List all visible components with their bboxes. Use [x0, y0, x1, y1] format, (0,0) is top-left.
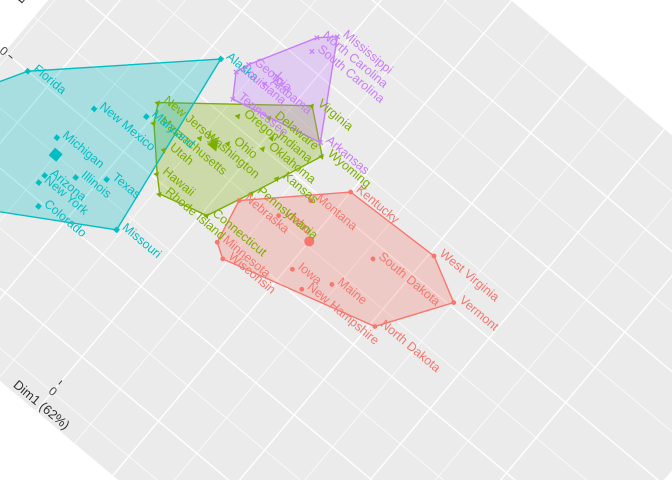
cluster-1-point	[308, 198, 314, 204]
cluster-4-point	[314, 34, 320, 41]
cluster-3-point	[72, 174, 80, 181]
y-tick-mark	[8, 54, 13, 59]
cluster-3-point	[90, 105, 98, 113]
cluster-2-point	[308, 103, 314, 110]
cluster-1-point	[220, 256, 226, 262]
cluster-2-point	[154, 100, 160, 107]
cluster-4-point	[309, 48, 315, 55]
grid-line-x	[74, 0, 474, 444]
cluster-points	[24, 34, 457, 329]
grid-line-y	[240, 0, 672, 272]
cluster-3-point	[142, 113, 150, 121]
grid-line-x	[304, 161, 672, 485]
grid-line-x	[150, 32, 550, 485]
cluster-1-point	[236, 198, 242, 203]
grid-line-y	[211, 0, 672, 307]
cluster-2-point	[196, 135, 203, 142]
grid-line-x	[265, 128, 666, 485]
cluster-3-point	[113, 226, 120, 234]
grid-line-x	[35, 0, 436, 412]
grid-line-x	[0, 0, 283, 284]
cluster-3-point	[103, 176, 111, 183]
grid-line-y	[181, 0, 672, 343]
cluster-4-centroid	[272, 71, 284, 83]
cluster-1-centroid	[304, 236, 315, 247]
cluster-4-point	[246, 61, 252, 68]
cluster-4-point	[230, 96, 236, 102]
cluster-2-point	[156, 191, 162, 198]
cluster-4-point	[334, 34, 341, 40]
cluster-1-point	[289, 266, 295, 272]
cluster-4-point	[262, 81, 268, 87]
grid-line-x	[0, 0, 321, 316]
cluster-1-point	[214, 239, 220, 245]
x-tick-mark	[58, 380, 63, 385]
grid-line-y	[0, 86, 573, 485]
cluster-2-point	[265, 115, 272, 122]
cluster-2-point	[268, 135, 274, 142]
grid-line-y	[93, 0, 672, 448]
cluster-1-point	[370, 256, 376, 262]
cluster-2-point	[259, 146, 265, 153]
grid-line-x	[0, 0, 359, 348]
cluster-2-point	[224, 141, 231, 148]
cluster-1-point	[329, 282, 335, 287]
cluster-2-point	[153, 171, 159, 178]
cluster-hulls	[0, 36, 455, 328]
grid-line-y	[0, 157, 514, 485]
cluster-3-point	[24, 67, 32, 75]
cluster-2-point	[234, 113, 241, 120]
grid-line-y	[0, 121, 544, 485]
cluster-2-point	[150, 120, 156, 127]
cluster-3-hull	[0, 58, 223, 231]
cluster-3-point	[53, 134, 61, 142]
cluster-2-point	[203, 213, 209, 220]
y-tick-label: 0	[0, 44, 11, 59]
cluster-3-point	[35, 179, 43, 186]
cluster-3-centroid	[48, 147, 63, 162]
cluster-1-point	[431, 253, 437, 259]
grid-line-x	[0, 0, 397, 380]
grid-line-x	[227, 96, 627, 485]
cluster-1-point	[372, 324, 378, 329]
grid-line-y	[63, 0, 662, 484]
cluster-3-point	[35, 202, 42, 210]
cluster-1-point	[451, 300, 457, 305]
cluster-1-point	[276, 213, 282, 219]
grid-line-y	[34, 16, 633, 485]
cluster-3-point	[41, 172, 49, 179]
grid-line-y	[0, 192, 485, 485]
cluster-1-hull	[216, 191, 455, 328]
grid-line-x	[188, 64, 589, 485]
cluster-1-point	[348, 189, 354, 195]
cluster-3-point	[217, 55, 225, 63]
cluster-2-point	[160, 147, 167, 154]
cluster-4-point	[317, 139, 324, 146]
cluster-2-point	[248, 190, 254, 197]
cluster-4-point	[233, 69, 239, 75]
grid-line-y	[0, 227, 455, 485]
cluster-2-point	[318, 153, 324, 160]
grid-line-y	[152, 0, 672, 378]
grid-line-y	[122, 0, 672, 413]
grid-line-y	[4, 51, 603, 485]
cluster-2-point	[273, 176, 280, 183]
cluster-1-point	[299, 286, 305, 292]
cluster-2-centroid	[207, 139, 219, 152]
grid-line-x	[0, 0, 244, 251]
grid-line-x	[342, 192, 672, 485]
